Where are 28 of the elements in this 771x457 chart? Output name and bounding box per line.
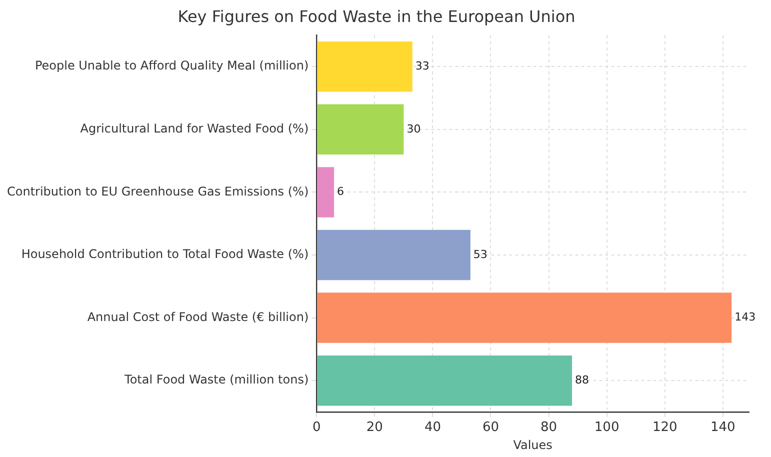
data-label: 143 [734, 310, 756, 324]
chart-title: Key Figures on Food Waste in the European Union [178, 6, 576, 26]
y-tick-label: Total Food Waste (million tons) [124, 372, 309, 387]
x-tick-label: 60 [482, 420, 500, 436]
data-label: 33 [415, 59, 430, 72]
x-tick-label: 100 [594, 420, 620, 436]
bar [317, 230, 470, 280]
x-tick-label: 0 [312, 420, 321, 436]
data-label: 30 [406, 122, 421, 136]
x-tick-label: 40 [424, 420, 441, 436]
x-tick-label: 80 [540, 420, 558, 436]
y-tick-label: Agricultural Land for Wasted Food (%) [80, 122, 309, 136]
data-label: 88 [574, 373, 589, 386]
bar [317, 104, 404, 155]
bar [317, 41, 412, 92]
data-label: 53 [473, 248, 488, 261]
bar [317, 167, 334, 218]
bar [317, 355, 572, 406]
y-tick-label: People Unable to Afford Quality Meal (million) [34, 58, 309, 73]
x-tick-label: 140 [710, 420, 736, 436]
y-tick-label: Contribution to EU Greenhouse Gas Emissions (%) [6, 184, 309, 198]
x-tick-label: 20 [366, 420, 383, 436]
y-tick-label: Annual Cost of Food Waste (€ billion) [87, 310, 309, 324]
y-tick-label: Household Contribution to Total Food Waste (%) [21, 247, 309, 262]
bar [317, 292, 732, 343]
x-tick-label: 120 [652, 420, 678, 436]
x-axis-title: Values [513, 438, 552, 452]
data-label: 6 [337, 185, 344, 198]
